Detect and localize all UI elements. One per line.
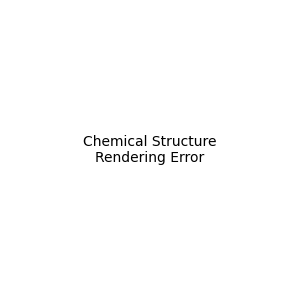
Text: Chemical Structure
Rendering Error: Chemical Structure Rendering Error [83,135,217,165]
